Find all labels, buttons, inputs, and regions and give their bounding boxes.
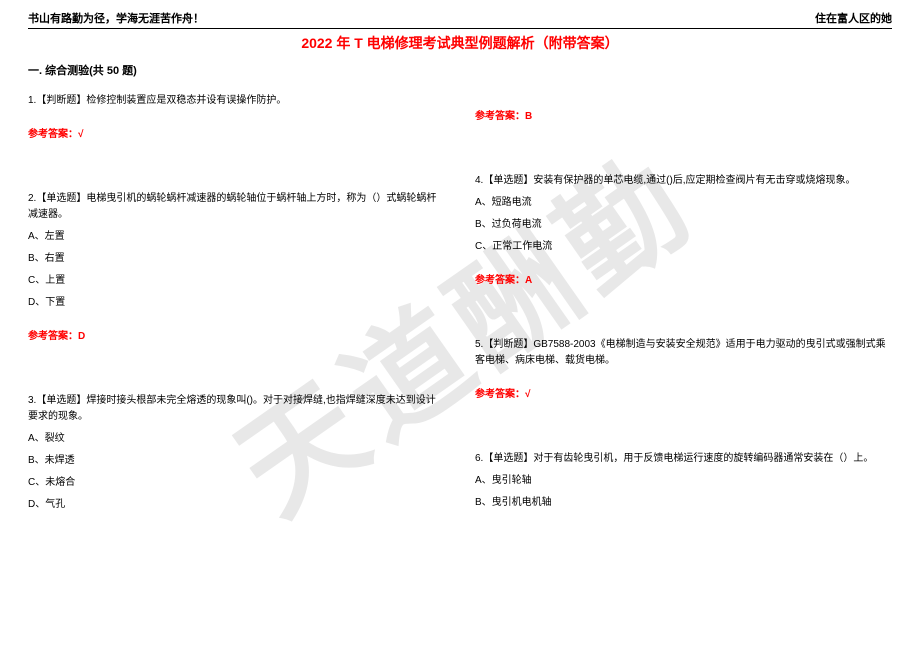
question-1: 1.【判断题】检修控制装置应是双稳态并设有误操作防护。 参考答案：√ (28, 93, 445, 143)
question-6: 6.【单选题】对于有齿轮曳引机，用于反馈电梯运行速度的旋转编码器通常安装在（）上… (475, 451, 892, 511)
q3-text: 3.【单选题】焊接时接头根部未完全熔透的现象叫()。对于对接焊缝,也指焊缝深度未… (28, 393, 445, 425)
two-column-layout: 一. 综合测验(共 50 题) 1.【判断题】检修控制装置应是双稳态并设有误操作… (28, 63, 892, 523)
question-3: 3.【单选题】焊接时接头根部未完全熔透的现象叫()。对于对接焊缝,也指焊缝深度未… (28, 393, 445, 513)
header-right: 住在富人区的她 (815, 10, 892, 26)
q4-opt-b: B、过负荷电流 (475, 217, 892, 233)
q2-opt-c: C、上置 (28, 273, 445, 289)
section-title: 一. 综合测验(共 50 题) (28, 63, 445, 81)
page-title: 2022 年 T 电梯修理考试典型例题解析（附带答案） (28, 33, 892, 53)
q6-opt-b: B、曳引机电机轴 (475, 495, 892, 511)
q3-opt-b: B、未焊透 (28, 453, 445, 469)
prev-answer: 参考答案：B (475, 109, 892, 125)
q2-text: 2.【单选题】电梯曳引机的蜗轮蜗杆减速器的蜗轮轴位于蜗杆轴上方时，称为（）式蜗轮… (28, 191, 445, 223)
header-left: 书山有路勤为径，学海无涯苦作舟！ (28, 10, 204, 26)
q3-opt-a: A、裂纹 (28, 431, 445, 447)
q2-opt-a: A、左置 (28, 229, 445, 245)
q3-opt-d: D、气孔 (28, 497, 445, 513)
q2-answer: 参考答案：D (28, 329, 445, 345)
question-5: 5.【判断题】GB7588-2003《电梯制造与安装安全规范》适用于电力驱动的曳… (475, 337, 892, 403)
page-header: 书山有路勤为径，学海无涯苦作舟！ 住在富人区的她 (28, 10, 892, 29)
q2-opt-b: B、右置 (28, 251, 445, 267)
q5-text: 5.【判断题】GB7588-2003《电梯制造与安装安全规范》适用于电力驱动的曳… (475, 337, 892, 369)
q4-text: 4.【单选题】安装有保护器的单芯电缆,通过()后,应定期检查阀片有无击穿或烧熔现… (475, 173, 892, 189)
page-content: 书山有路勤为径，学海无涯苦作舟！ 住在富人区的她 2022 年 T 电梯修理考试… (0, 0, 920, 533)
left-column: 一. 综合测验(共 50 题) 1.【判断题】检修控制装置应是双稳态并设有误操作… (28, 63, 445, 523)
question-2: 2.【单选题】电梯曳引机的蜗轮蜗杆减速器的蜗轮轴位于蜗杆轴上方时，称为（）式蜗轮… (28, 191, 445, 345)
q5-answer: 参考答案：√ (475, 387, 892, 403)
q3-opt-c: C、未熔合 (28, 475, 445, 491)
q2-opt-d: D、下置 (28, 295, 445, 311)
q6-text: 6.【单选题】对于有齿轮曳引机，用于反馈电梯运行速度的旋转编码器通常安装在（）上… (475, 451, 892, 467)
question-4: 4.【单选题】安装有保护器的单芯电缆,通过()后,应定期检查阀片有无击穿或烧熔现… (475, 173, 892, 289)
q4-opt-a: A、短路电流 (475, 195, 892, 211)
q1-answer: 参考答案：√ (28, 127, 445, 143)
q4-answer: 参考答案：A (475, 273, 892, 289)
q1-text: 1.【判断题】检修控制装置应是双稳态并设有误操作防护。 (28, 93, 445, 109)
q4-opt-c: C、正常工作电流 (475, 239, 892, 255)
right-column: 参考答案：B 4.【单选题】安装有保护器的单芯电缆,通过()后,应定期检查阀片有… (475, 63, 892, 523)
q6-opt-a: A、曳引轮轴 (475, 473, 892, 489)
